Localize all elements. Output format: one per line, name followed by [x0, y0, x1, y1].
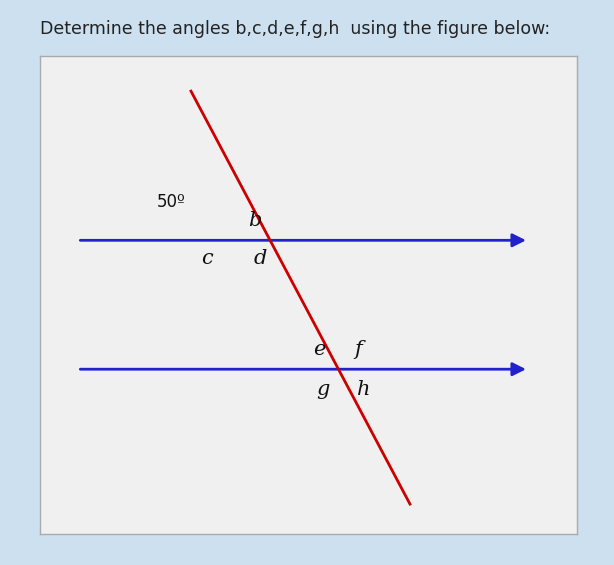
- Text: Determine the angles b,c,d,e,f,g,h  using the figure below:: Determine the angles b,c,d,e,f,g,h using…: [40, 20, 550, 38]
- Text: d: d: [254, 249, 267, 268]
- Text: h: h: [357, 380, 371, 399]
- Text: 50º: 50º: [157, 193, 186, 211]
- Text: e: e: [313, 340, 325, 359]
- Text: g: g: [316, 380, 330, 399]
- Text: f: f: [354, 340, 362, 359]
- Text: b: b: [247, 211, 261, 230]
- Text: c: c: [201, 249, 213, 268]
